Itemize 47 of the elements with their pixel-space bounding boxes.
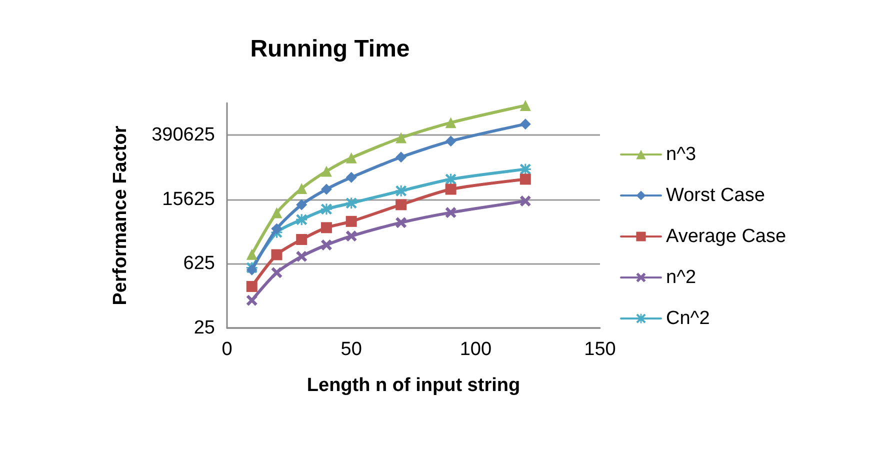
point bbox=[445, 136, 456, 147]
point bbox=[320, 222, 332, 234]
point bbox=[271, 267, 282, 278]
point bbox=[346, 152, 357, 164]
point bbox=[445, 207, 456, 218]
point bbox=[396, 199, 407, 210]
point bbox=[320, 239, 332, 250]
point bbox=[396, 132, 407, 144]
point bbox=[396, 152, 407, 163]
point bbox=[520, 118, 531, 130]
point bbox=[296, 250, 308, 262]
point bbox=[346, 230, 357, 242]
point bbox=[445, 184, 456, 195]
point bbox=[246, 248, 258, 260]
point bbox=[271, 223, 282, 234]
point bbox=[296, 183, 308, 194]
y-tick-label: 625 bbox=[183, 253, 215, 274]
legend-label: Cn^2 bbox=[666, 308, 710, 329]
x-axis-title: Length n of input string bbox=[306, 375, 520, 396]
x-tick-label: 0 bbox=[222, 339, 232, 360]
point bbox=[396, 217, 407, 228]
point bbox=[346, 216, 357, 227]
point bbox=[296, 199, 308, 210]
point bbox=[445, 117, 456, 128]
point bbox=[346, 172, 357, 183]
x-tick-label: 150 bbox=[584, 339, 616, 360]
point bbox=[296, 234, 308, 246]
legend-label: Average Case bbox=[666, 226, 786, 247]
point bbox=[246, 280, 258, 292]
point bbox=[271, 207, 282, 218]
x-tick-label: 50 bbox=[340, 339, 362, 360]
y-tick-label: 390625 bbox=[152, 124, 215, 146]
y-axis-title: Performance Factor bbox=[110, 125, 131, 306]
legend-label: n^2 bbox=[666, 267, 696, 288]
point bbox=[271, 249, 282, 260]
legend-label: n^3 bbox=[666, 144, 696, 165]
point bbox=[320, 166, 332, 177]
point bbox=[520, 174, 531, 185]
legend-label: Worst Case bbox=[666, 185, 765, 206]
point bbox=[246, 294, 258, 306]
point bbox=[520, 196, 531, 207]
y-tick-label: 15625 bbox=[162, 188, 215, 210]
point bbox=[320, 184, 332, 195]
y-tick-label: 25 bbox=[194, 318, 215, 338]
x-tick-label: 100 bbox=[460, 339, 492, 360]
chart-title: Running Time bbox=[250, 36, 410, 62]
point bbox=[520, 100, 531, 111]
